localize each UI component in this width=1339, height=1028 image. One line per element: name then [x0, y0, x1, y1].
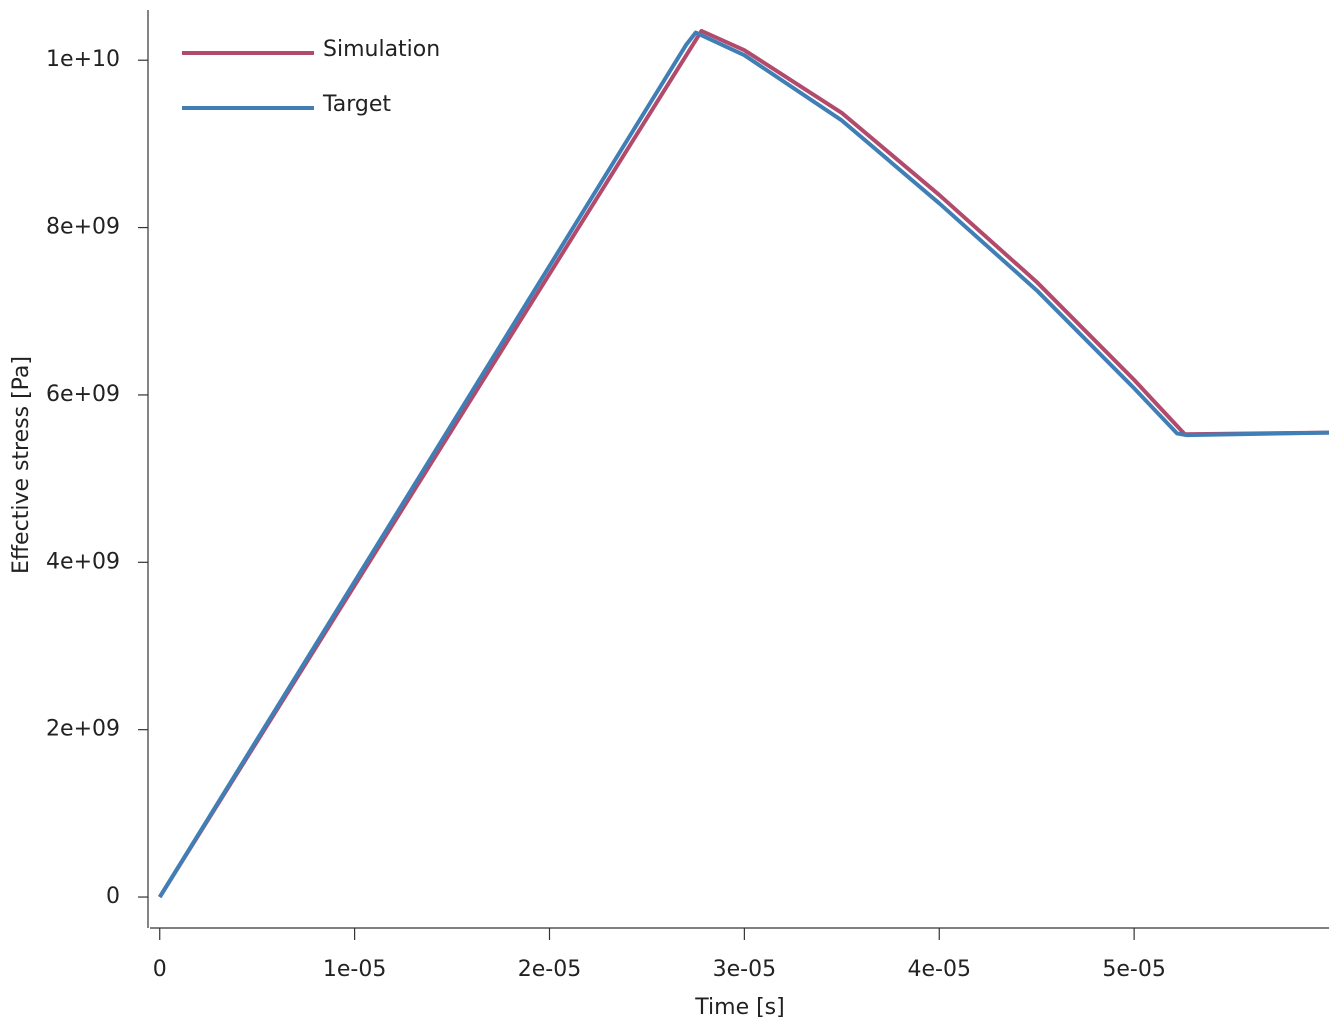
- x-tick-label: 1e-05: [323, 957, 386, 982]
- y-tick-label: 4e+09: [46, 549, 120, 574]
- series-line: [158, 28, 1330, 899]
- legend-label: Target: [322, 92, 391, 117]
- x-tick-label: 5e-05: [1102, 957, 1165, 982]
- x-tick-label: 4e-05: [908, 957, 971, 982]
- y-tick-label: 2e+09: [46, 717, 120, 742]
- y-tick-label: 8e+09: [46, 215, 120, 240]
- y-tick-label: 0: [106, 884, 120, 909]
- legend-label: Simulation: [323, 37, 440, 62]
- y-tick-label: 1e+10: [46, 47, 120, 72]
- x-tick-label: 3e-05: [713, 957, 776, 982]
- series-line: [158, 30, 1330, 899]
- y-tick-label: 6e+09: [46, 382, 120, 407]
- x-axis-title: Time [s]: [694, 995, 784, 1020]
- x-tick-label: 2e-05: [518, 957, 581, 982]
- x-tick-label: 0: [153, 957, 167, 982]
- y-axis-title: Effective stress [Pa]: [9, 356, 34, 574]
